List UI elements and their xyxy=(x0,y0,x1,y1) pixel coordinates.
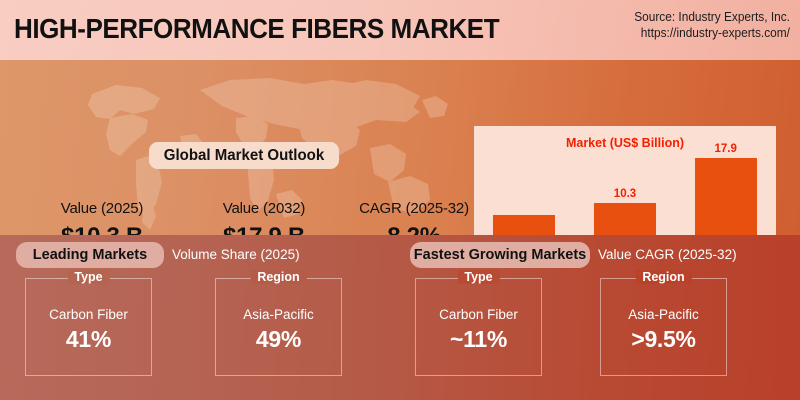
kpi-label: Value (2032) xyxy=(222,200,306,217)
box-name: Carbon Fiber xyxy=(439,307,518,322)
box-name: Asia-Pacific xyxy=(628,307,699,322)
source-attribution: Source: Industry Experts, Inc. https://i… xyxy=(634,9,790,41)
bar-value-label-2025: 10.3 xyxy=(613,187,637,200)
box-value: 49% xyxy=(255,326,302,352)
kpi-label: CAGR (2025-32) xyxy=(359,200,469,217)
leading-markets-subtitle: Volume Share (2025) xyxy=(172,247,300,262)
box-name: Carbon Fiber xyxy=(49,307,128,322)
source-publisher: Source: Industry Experts, Inc. xyxy=(634,10,790,24)
box-value: >9.5% xyxy=(631,326,696,352)
chart-plot-area: 202210.3202517.92032 xyxy=(474,126,776,235)
global-market-outlook-chip: Global Market Outlook xyxy=(148,142,340,169)
box-legend: Type xyxy=(457,270,500,284)
leading-markets-chip: Leading Markets xyxy=(16,242,164,268)
fastest-growing-markets-subtitle: Value CAGR (2025-32) xyxy=(598,247,737,262)
kpi-value: $10.3 B xyxy=(18,223,186,235)
header-band: HIGH-PERFORMANCE FIBERS MARKET Source: I… xyxy=(0,0,800,60)
fastest-growing-markets-chip: Fastest Growing Markets xyxy=(410,242,590,268)
box-legend: Region xyxy=(635,270,692,284)
bar-value-label-2032: 17.9 xyxy=(714,142,737,155)
bar-2032 xyxy=(694,157,757,235)
chart-title: Market (US$ Billion) xyxy=(565,136,685,150)
leading-market-region-box: Region Asia-Pacific 49% xyxy=(215,270,342,376)
kpi-value-2025: Value (2025) $10.3 B xyxy=(18,200,186,235)
leading-market-type-box: Type Carbon Fiber 41% xyxy=(25,270,152,376)
kpi-value: 8.2% xyxy=(330,223,498,235)
fastest-growing-region-box: Region Asia-Pacific >9.5% xyxy=(600,270,727,376)
bar-2025 xyxy=(594,202,656,235)
box-name: Asia-Pacific xyxy=(243,307,314,322)
box-value: 41% xyxy=(65,326,112,352)
box-legend: Region xyxy=(250,270,307,284)
kpi-value: $17.9 B xyxy=(180,223,348,235)
kpi-value-2032: Value (2032) $17.9 B xyxy=(180,200,348,235)
market-bar-chart: Market (US$ Billion) 202210.3202517.9203… xyxy=(474,126,776,235)
page-title: HIGH-PERFORMANCE FIBERS MARKET xyxy=(14,13,500,44)
box-legend: Type xyxy=(67,270,110,284)
bar-2022 xyxy=(493,215,556,235)
kpi-cagr: CAGR (2025-32) 8.2% xyxy=(330,200,498,235)
global-outlook-band: Global Market Outlook Value (2025) $10.3… xyxy=(0,60,800,235)
box-value: ~11% xyxy=(450,326,507,352)
kpi-label: Value (2025) xyxy=(60,200,144,217)
source-url: https://industry-experts.com/ xyxy=(640,26,790,40)
fastest-growing-type-box: Type Carbon Fiber ~11% xyxy=(415,270,542,376)
